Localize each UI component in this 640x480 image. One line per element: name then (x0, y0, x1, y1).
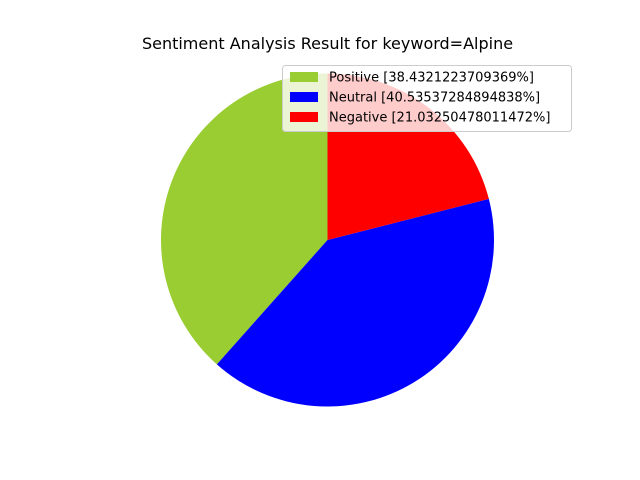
legend-swatch-neutral (290, 92, 318, 102)
legend: Positive [38.4321223709369%] Neutral [40.… (282, 65, 572, 132)
pie-slice-neutral (216, 198, 494, 407)
chart-title: Sentiment Analysis Result for keyword=Al… (142, 34, 513, 53)
pie-slice-positive (161, 73, 328, 365)
legend-swatch-negative (290, 112, 318, 122)
legend-label-positive: Positive [38.4321223709369%] (329, 71, 534, 86)
legend-label-neutral: Neutral [40.53537284894838%] (329, 91, 540, 106)
legend-swatch-positive (290, 72, 318, 82)
legend-label-negative: Negative [21.03250478011472%] (329, 111, 550, 126)
legend-frame (282, 65, 572, 132)
